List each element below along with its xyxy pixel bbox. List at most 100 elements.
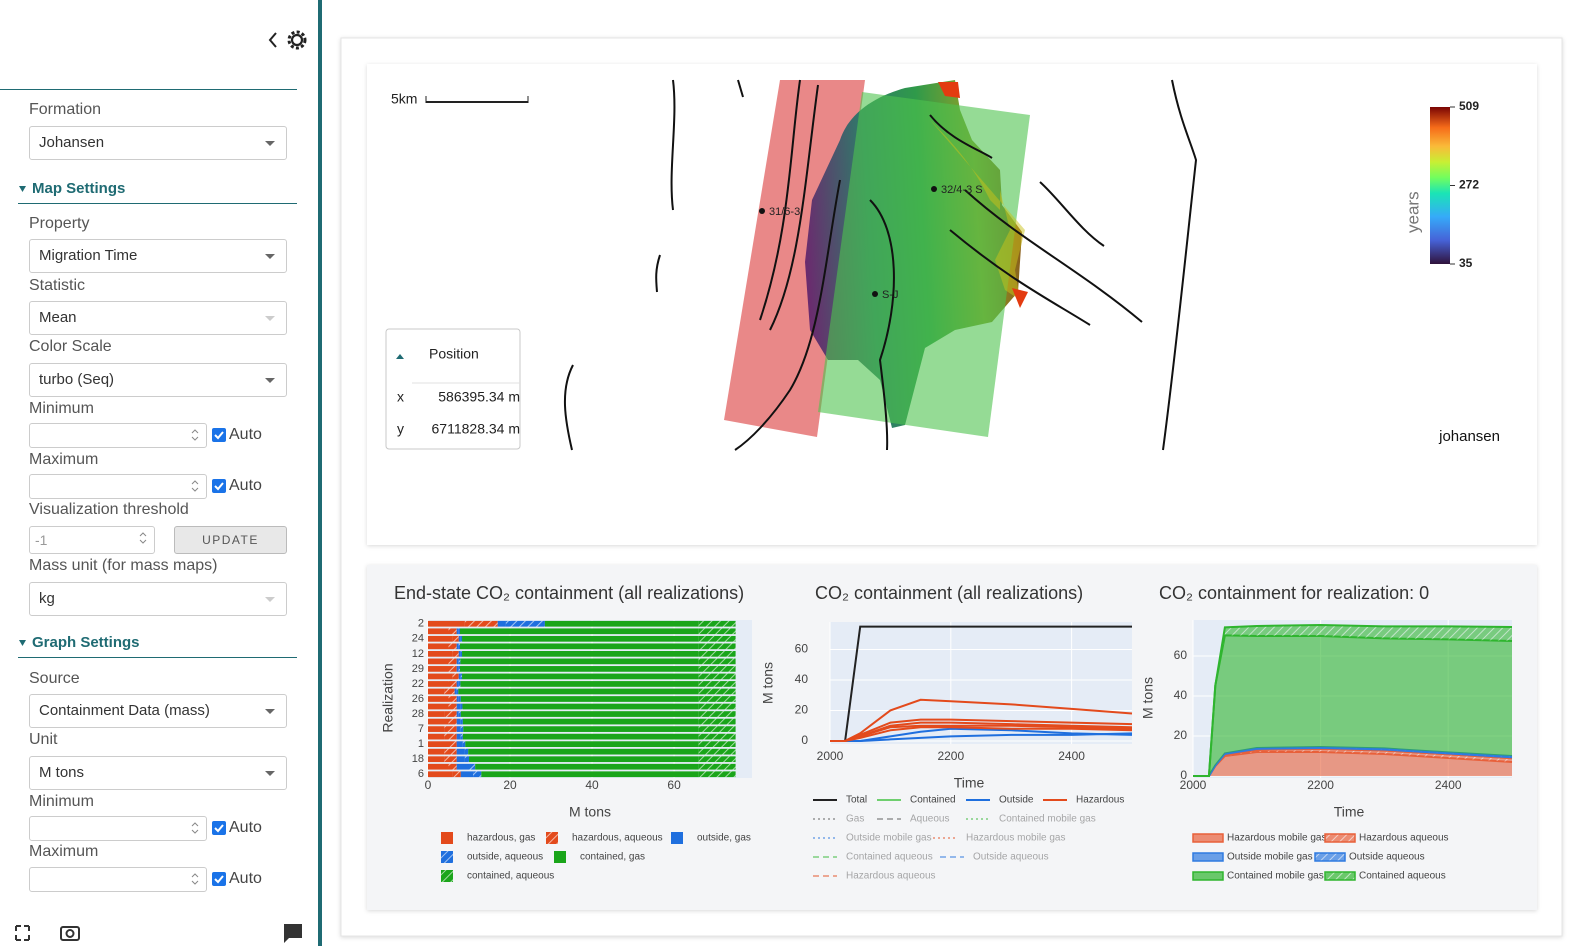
- dropdown[interactable]: Mean: [29, 301, 287, 335]
- y-axis-title: M tons: [760, 662, 776, 704]
- legend-label: outside, aqueous: [467, 852, 543, 863]
- legend-label[interactable]: Outside aqueous: [1349, 852, 1425, 863]
- dropdown[interactable]: kg: [29, 582, 287, 616]
- bar-segment: [456, 711, 459, 717]
- legend-label[interactable]: Hazardous aqueous: [846, 871, 936, 882]
- legend-label: hazardous, aqueous: [572, 833, 663, 844]
- legend-swatch: [441, 851, 453, 863]
- spinner[interactable]: [190, 428, 200, 442]
- bar-segment: [428, 658, 449, 665]
- dropdown[interactable]: Johansen: [29, 126, 287, 160]
- bar-segment: [460, 771, 474, 778]
- legend-label: outside, gas: [697, 833, 751, 844]
- spinner[interactable]: [190, 479, 200, 493]
- bar-segment: [462, 635, 699, 642]
- area-band: [1193, 749, 1512, 776]
- sidebar-toggle[interactable]: [262, 28, 312, 52]
- number-input[interactable]: [29, 474, 207, 499]
- bar-segment: [458, 635, 461, 642]
- bar-segment: [448, 741, 457, 748]
- y-tick-label: 24: [412, 633, 424, 645]
- spinner[interactable]: [138, 531, 148, 545]
- auto-checkbox[interactable]: [211, 871, 227, 887]
- legend-label: hazardous, gas: [467, 833, 535, 844]
- section-caret[interactable]: [18, 185, 28, 193]
- section-title[interactable]: Graph Settings: [32, 634, 140, 651]
- position-y-label: y: [397, 421, 404, 437]
- legend-label[interactable]: Contained mobile gas: [1227, 871, 1324, 882]
- colorbar-tick-label: 35: [1459, 256, 1473, 270]
- bar-segment: [458, 711, 461, 717]
- dropdown[interactable]: Containment Data (mass): [29, 694, 287, 728]
- sidebar: Formation Johansen Map Settings Property Mig…: [0, 0, 322, 946]
- bar-segment: [428, 666, 449, 672]
- spinner[interactable]: [190, 821, 200, 835]
- legend-label[interactable]: Contained aqueous: [846, 852, 933, 863]
- bar-segment: [698, 748, 736, 755]
- bar-segment: [448, 696, 457, 702]
- well-label: 32/4-3 S: [941, 184, 983, 196]
- collapse-icon[interactable]: [396, 354, 404, 359]
- y-tick-label: 2: [418, 618, 424, 630]
- bar-segment: [462, 673, 699, 680]
- legend-label[interactable]: Aqueous: [910, 814, 949, 825]
- legend-label: contained, gas: [580, 852, 645, 863]
- bar-segment: [428, 681, 449, 687]
- legend-label[interactable]: Contained aqueous: [1359, 871, 1446, 882]
- section-title[interactable]: Map Settings: [32, 180, 126, 197]
- number-input[interactable]: [29, 867, 207, 892]
- legend-label[interactable]: Contained: [910, 795, 956, 806]
- legend-label[interactable]: Outside mobile gas: [846, 833, 932, 844]
- dropdown[interactable]: Migration Time: [29, 239, 287, 273]
- auto-checkbox[interactable]: [211, 427, 227, 443]
- bar-segment: [444, 711, 457, 717]
- dropdown-caret: [265, 709, 275, 714]
- well-marker: [759, 208, 765, 214]
- well-marker: [931, 186, 937, 192]
- chart-title: End-state CO₂ containment (all realizati…: [394, 583, 744, 603]
- legend-label[interactable]: Outside aqueous: [973, 852, 1049, 863]
- area-edge: [1193, 623, 1513, 777]
- threshold-input[interactable]: -1: [29, 526, 155, 554]
- y-tick-label: 18: [412, 753, 424, 765]
- dropdown[interactable]: turbo (Seq): [29, 363, 287, 397]
- legend-label[interactable]: Gas: [846, 814, 864, 825]
- number-input[interactable]: [29, 816, 207, 841]
- x-tick-label: 20: [503, 778, 517, 792]
- bar-segment: [698, 763, 736, 770]
- legend-label[interactable]: Hazardous aqueous: [1359, 833, 1449, 844]
- legend-label[interactable]: Outside: [999, 795, 1034, 806]
- bar-segment: [473, 771, 482, 778]
- spinner[interactable]: [190, 872, 200, 886]
- update-button[interactable]: UPDATE: [174, 526, 287, 554]
- dropdown-caret: [265, 378, 275, 383]
- legend-label[interactable]: Contained mobile gas: [999, 814, 1096, 825]
- legend-swatch: [1324, 871, 1356, 881]
- auto-label: Auto: [229, 870, 262, 887]
- bar-segment: [448, 628, 457, 635]
- chart-title: CO₂ containment (all realizations): [815, 583, 1083, 603]
- section-underline: [18, 657, 297, 658]
- bar-segment: [463, 726, 699, 732]
- bar-segment: [428, 733, 445, 740]
- legend-label[interactable]: Hazardous mobile gas: [1227, 833, 1327, 844]
- bar-segment: [428, 635, 453, 642]
- map-layer[interactable]: [564, 79, 1198, 451]
- section-caret[interactable]: [18, 639, 28, 647]
- x-tick-label: 2400: [1058, 749, 1085, 763]
- dropdown-caret: [265, 254, 275, 259]
- legend-label[interactable]: Outside mobile gas: [1227, 852, 1313, 863]
- legend-label[interactable]: Total: [846, 795, 867, 806]
- legend-swatch: [1192, 852, 1224, 862]
- auto-checkbox[interactable]: [211, 820, 227, 836]
- bar-segment: [460, 703, 463, 710]
- bar-segment: [452, 635, 459, 642]
- auto-checkbox[interactable]: [211, 478, 227, 494]
- bar-segment: [698, 726, 736, 732]
- number-input[interactable]: [29, 423, 207, 448]
- legend-label[interactable]: Hazardous: [1076, 795, 1124, 806]
- dropdown-caret: [265, 316, 275, 321]
- dropdown[interactable]: M tons: [29, 756, 287, 790]
- bar-segment: [460, 696, 699, 702]
- legend-label[interactable]: Hazardous mobile gas: [966, 833, 1066, 844]
